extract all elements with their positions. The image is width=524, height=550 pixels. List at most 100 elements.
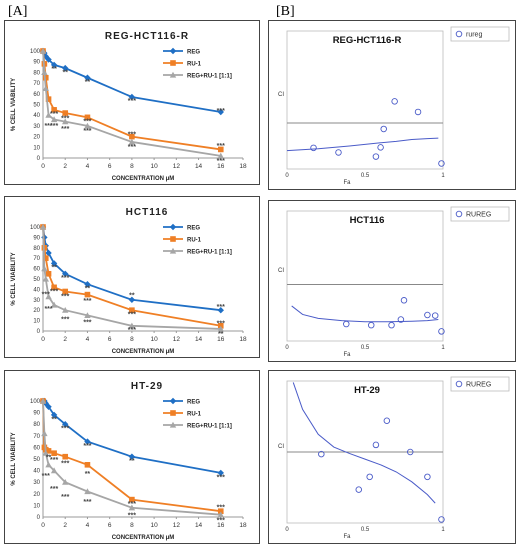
legend-label: REG bbox=[187, 226, 200, 232]
y-axis-label: % CELL VIABILITY bbox=[11, 78, 17, 131]
data-point bbox=[45, 403, 52, 410]
x-axis-label: Fa bbox=[343, 352, 351, 358]
data-point bbox=[128, 322, 136, 329]
significance-label: *** bbox=[42, 473, 50, 480]
x-tick-label: 2 bbox=[63, 522, 67, 529]
x-tick-label: 16 bbox=[217, 336, 225, 343]
x-tick-label: 10 bbox=[150, 522, 158, 529]
significance-label: ** bbox=[129, 293, 135, 300]
y-tick-label: 50 bbox=[33, 103, 40, 109]
significance-label: *** bbox=[61, 115, 69, 122]
chart-title: REG-HCT116-R bbox=[333, 35, 402, 46]
ci-data-point bbox=[367, 321, 375, 329]
data-point bbox=[50, 61, 58, 69]
significance-label: ** bbox=[51, 66, 57, 73]
x-tick-label: 8 bbox=[130, 522, 134, 529]
y-tick-label: 10 bbox=[33, 503, 40, 509]
y-tick-label: 80 bbox=[33, 246, 40, 252]
ci-data-point bbox=[372, 153, 380, 160]
x-tick-label: 0.5 bbox=[361, 345, 370, 351]
y-tick-label: 90 bbox=[33, 411, 40, 417]
x-tick-label: 8 bbox=[130, 163, 134, 170]
data-point bbox=[129, 133, 135, 140]
ci-data-point bbox=[335, 149, 342, 156]
y-tick-label: 100 bbox=[30, 399, 41, 405]
x-tick-label: 18 bbox=[239, 163, 247, 170]
y-tick-label: 0 bbox=[37, 156, 41, 162]
y-tick-label: 20 bbox=[33, 135, 40, 141]
data-point bbox=[128, 504, 136, 511]
x-tick-label: 0.5 bbox=[361, 173, 370, 179]
data-point bbox=[62, 270, 69, 277]
ci-chart-svg-1: REG-HCT116-R CI 0 0.5 1 Fa rureg bbox=[278, 26, 510, 186]
ci-data-point bbox=[388, 321, 395, 329]
ci-fit-curve bbox=[292, 382, 436, 504]
legend-marker bbox=[170, 410, 176, 416]
x-axis-label: CONCENTRATION μM bbox=[112, 535, 175, 541]
data-point bbox=[217, 108, 224, 116]
significance-label: *** bbox=[50, 486, 58, 493]
x-tick-label: 1 bbox=[441, 527, 445, 533]
viability-chart-ht-29: HT-29 0 10 20 30 40 50 60 70 80 90 100 0 2 4 6 8 10 12 14 16… bbox=[4, 370, 260, 544]
ci-data-point bbox=[438, 516, 445, 523]
significance-label: ** bbox=[62, 69, 68, 76]
significance-label: *** bbox=[83, 320, 91, 327]
data-point bbox=[129, 496, 135, 503]
legend-label: RU-1 bbox=[187, 238, 202, 244]
data-point bbox=[128, 296, 136, 303]
ci-data-point bbox=[424, 311, 431, 319]
data-point bbox=[39, 223, 47, 230]
ci-chart-reg-hct116-r: REG-HCT116-R CI 0 0.5 1 Fa rureg bbox=[268, 20, 516, 190]
significance-label: *** bbox=[128, 311, 136, 318]
significance-label: *** bbox=[61, 494, 69, 501]
legend-box bbox=[450, 26, 510, 42]
legend-box bbox=[450, 376, 510, 392]
significance-label: ** bbox=[85, 79, 91, 86]
legend-label: REG bbox=[187, 400, 200, 406]
data-point bbox=[42, 74, 49, 81]
data-point bbox=[45, 271, 52, 277]
y-tick-label: 80 bbox=[33, 70, 40, 76]
x-tick-label: 18 bbox=[239, 522, 247, 529]
y-tick-label: 10 bbox=[33, 145, 40, 151]
x-tick-label: 0 bbox=[285, 345, 289, 351]
legend-marker bbox=[169, 223, 177, 231]
significance-label: *** bbox=[44, 123, 52, 130]
panel-label-b: [B] bbox=[276, 4, 295, 19]
significance-label: *** bbox=[128, 144, 136, 151]
data-point bbox=[217, 508, 224, 514]
ci-data-point bbox=[366, 473, 373, 481]
y-tick-label: 30 bbox=[33, 480, 40, 486]
data-point bbox=[84, 438, 91, 445]
data-point bbox=[45, 112, 52, 118]
ci-data-point bbox=[318, 450, 325, 458]
x-tick-label: 12 bbox=[173, 163, 181, 170]
significance-label: *** bbox=[83, 298, 91, 305]
y-tick-label: 90 bbox=[33, 235, 40, 241]
x-tick-label: 14 bbox=[195, 336, 203, 343]
x-tick-label: 6 bbox=[108, 163, 112, 170]
x-tick-label: 1 bbox=[441, 173, 445, 179]
data-point bbox=[84, 281, 91, 288]
significance-label: *** bbox=[61, 317, 69, 324]
data-point bbox=[50, 411, 58, 419]
ci-data-point bbox=[406, 448, 414, 456]
data-point bbox=[51, 450, 57, 456]
legend-marker bbox=[170, 60, 176, 66]
significance-label: ** bbox=[85, 471, 91, 478]
data-point bbox=[84, 462, 91, 468]
significance-label: *** bbox=[128, 513, 136, 520]
significance-label: ** bbox=[85, 285, 91, 292]
ci-fit-curve bbox=[286, 137, 439, 152]
chart-title: HT-29 bbox=[131, 381, 163, 392]
data-point bbox=[51, 284, 57, 291]
legend-marker bbox=[169, 397, 177, 405]
viability-chart-hct116: HCT116 0 10 20 30 40 50 60 70 80 90 100 0 2 4 6 8 10 12 14 1… bbox=[4, 196, 260, 358]
significance-label: *** bbox=[128, 327, 136, 334]
y-axis-label: % CELL VIABILITY bbox=[11, 252, 17, 305]
data-point bbox=[62, 421, 69, 428]
significance-label: *** bbox=[83, 128, 91, 135]
x-tick-label: 0 bbox=[285, 173, 289, 179]
significance-label: *** bbox=[83, 443, 91, 450]
plot-frame bbox=[286, 210, 444, 342]
